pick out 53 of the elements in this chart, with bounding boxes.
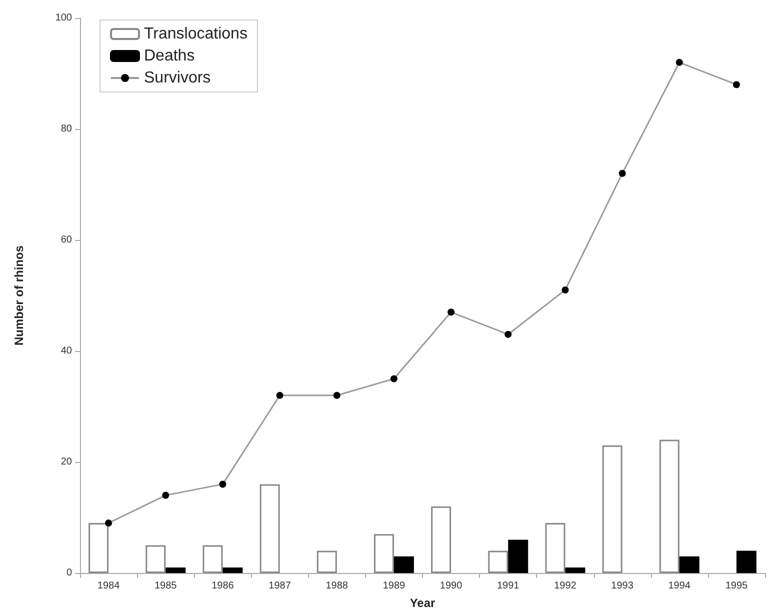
bar (374, 534, 394, 573)
x-axis-title: Year (410, 596, 436, 610)
x-tick-label: 1988 (326, 580, 348, 592)
x-tick-label: 1991 (497, 580, 520, 592)
point (732, 81, 740, 88)
y-tick-label: 40 (60, 346, 72, 356)
bar (431, 506, 452, 573)
point (390, 375, 398, 382)
legend-label: Survivors (144, 70, 211, 86)
x-tick-label: 1990 (440, 580, 463, 592)
bar (488, 550, 508, 573)
bar (508, 540, 528, 573)
x-tick-label: 1987 (268, 580, 292, 592)
bar (394, 556, 414, 573)
bar (316, 550, 337, 573)
x-tick-label: 1989 (382, 580, 406, 592)
point (504, 330, 512, 338)
bar (565, 567, 586, 573)
y-tick-label: 60 (60, 234, 72, 246)
point (676, 58, 683, 66)
y-axis-title: Number of rhinos (12, 245, 26, 346)
legend-label: Deaths (144, 48, 195, 64)
legend-label: Translocations (144, 26, 248, 42)
x-tick-label: 1994 (668, 580, 691, 592)
bar (679, 556, 700, 573)
bar (88, 523, 109, 573)
x-tick-label: 1984 (97, 580, 120, 592)
bar (166, 567, 186, 573)
point (276, 392, 284, 399)
y-tick-label: 20 (60, 456, 72, 468)
point (333, 392, 340, 399)
bar (260, 484, 280, 573)
y-tick-label: 80 (60, 124, 72, 134)
bar (222, 567, 243, 573)
bar (545, 523, 566, 573)
bar (202, 545, 223, 573)
bar (602, 445, 622, 573)
point (105, 520, 112, 527)
bar (146, 545, 166, 573)
point (162, 492, 170, 499)
y-tick-label: 100 (55, 12, 72, 24)
point (562, 286, 569, 294)
x-tick-label: 1986 (212, 580, 234, 592)
x-tick-label: 1985 (154, 580, 178, 592)
bar (659, 440, 680, 573)
x-tick-label: 1995 (725, 580, 748, 592)
point (618, 170, 626, 177)
point (219, 480, 226, 488)
bar (736, 550, 756, 573)
x-tick-label: 1992 (554, 580, 577, 592)
x-tick-label: 1993 (611, 580, 634, 592)
point (448, 308, 455, 316)
y-tick-label: 0 (66, 568, 72, 578)
